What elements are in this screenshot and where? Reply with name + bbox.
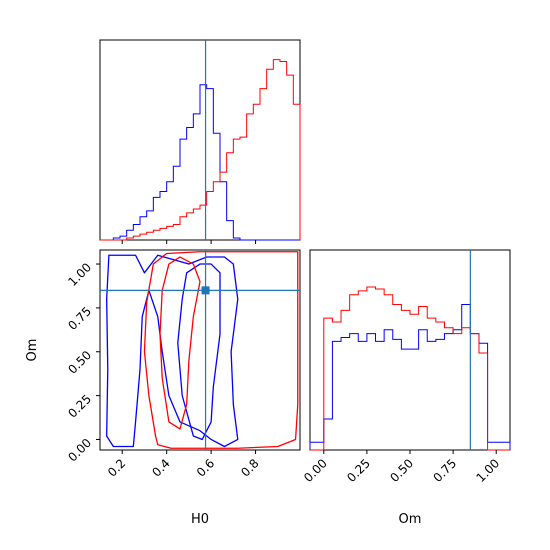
truth-marker	[201, 286, 210, 295]
om-y-tick-label-3: 0.75	[65, 304, 94, 333]
h0-x-tick-label-0: 0.2	[105, 456, 128, 479]
om-y-tick-label-0: 0.00	[65, 436, 94, 465]
om-histogram	[309, 250, 511, 451]
hist-series-1	[310, 286, 510, 451]
contour-outer-0	[106, 254, 239, 448]
x-axis-label-om: Om	[399, 512, 422, 527]
om-y-tick-label-2: 0.50	[65, 348, 94, 377]
om-x-tick-label-2: 0.50	[387, 456, 416, 485]
hist-series-0	[100, 84, 300, 241]
om-x-tick-label-4: 1.00	[474, 456, 503, 485]
om-y-tick-label-1: 0.25	[65, 392, 94, 421]
om-x-tick-label-0: 0.00	[301, 456, 330, 485]
x-axis-label-h0: H0	[191, 512, 209, 527]
om-x-tick-label-1: 0.25	[344, 456, 373, 485]
om-hist-frame	[309, 249, 511, 451]
y-axis-label-om: Om	[25, 339, 40, 362]
h0-x-tick-label-2: 0.6	[194, 456, 217, 479]
axes: 0.00 0.25 0.50 0.75 1.00 0.2 0.4 0.6 0.8 0.00 0.25…	[65, 240, 502, 485]
h0-x-tick-label-3: 0.8	[238, 456, 261, 479]
h0-om-contours	[100, 250, 300, 450]
h0-x-tick-label-1: 0.4	[149, 456, 172, 479]
h0-histogram	[100, 40, 301, 241]
contour-inner-3	[159, 256, 201, 430]
om-y-tick-label-4: 1.00	[65, 260, 94, 289]
contour-outer-2	[143, 251, 299, 449]
joint-frame	[99, 249, 301, 451]
om-x-tick-label-3: 0.75	[430, 456, 459, 485]
contour-inner-1	[177, 263, 221, 441]
hist-series-0	[309, 304, 511, 450]
hist-series-1	[100, 59, 301, 241]
h0-hist-frame	[99, 39, 301, 241]
